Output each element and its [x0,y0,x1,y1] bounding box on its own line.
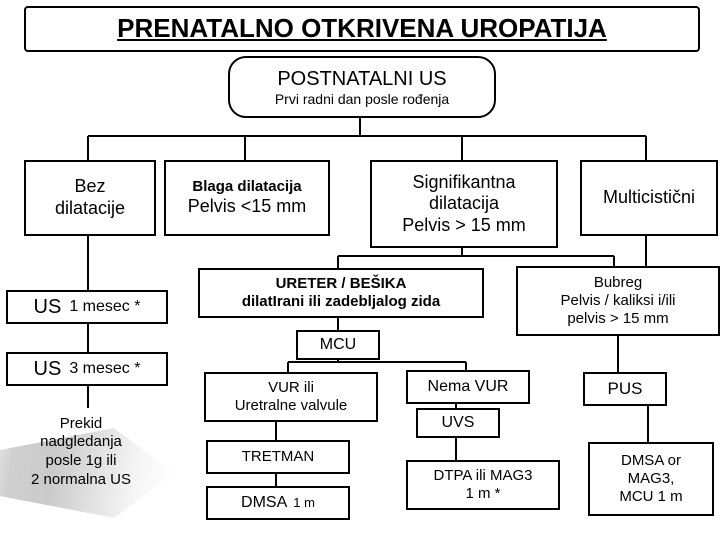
title-box: PRENATALNO OTKRIVENA UROPATIJA [24,6,700,52]
node-dtpa-mag3: DTPA ili MAG3 1 m * [406,460,560,510]
node-multicisticni: Multicistični [580,160,718,236]
subtitle-line1: POSTNATALNI US [277,67,446,91]
node-pus: PUS [583,372,667,406]
node-dmsa-1m: DMSA 1 m [206,486,350,520]
node-dmsa-mag3-mcu: DMSA or MAG3, MCU 1 m [588,442,714,516]
node-bez-dilatacije: Bez dilatacije [24,160,156,236]
node-ureter-besika: URETER / BEŠIKA dilatIrani ili zadebljal… [198,268,484,318]
subtitle-box: POSTNATALNI US Prvi radni dan posle rođe… [228,56,496,118]
node-prekid-nadgledanja: Prekid nadgledanja posle 1g ili 2 normal… [0,404,172,500]
subtitle-line2: Prvi radni dan posle rođenja [275,91,449,108]
node-uvs: UVS [416,408,500,438]
node-nema-vur: Nema VUR [406,370,530,404]
node-vur: VUR ili Uretralne valvule [204,372,378,422]
node-mcu: MCU [296,330,380,360]
node-signifikantna: Signifikantna dilatacija Pelvis > 15 mm [370,160,558,248]
node-blaga-dilatacija: Blaga dilatacija Pelvis <15 mm [164,160,330,236]
node-us-3mesec: US 3 mesec * [6,352,168,386]
title-text: PRENATALNO OTKRIVENA UROPATIJA [117,13,607,44]
node-bubreg: Bubreg Pelvis / kaliksi i/ili pelvis > 1… [516,266,720,336]
node-tretman: TRETMAN [206,440,350,474]
node-us-1mesec: US 1 mesec * [6,290,168,324]
